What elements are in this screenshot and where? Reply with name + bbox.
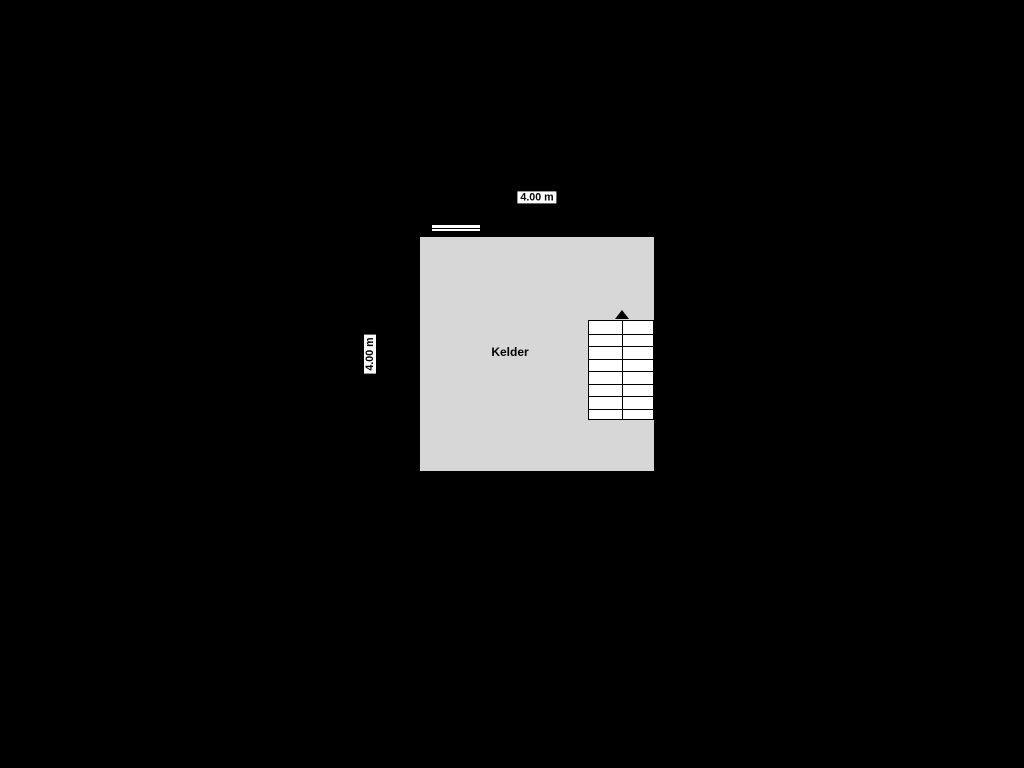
caption-line: ontleend. Maatvoering onder voorbehoud. — [408, 511, 666, 522]
caption-line: Aan deze tekening kunnen geen rechten wo… — [408, 500, 666, 511]
stair-tread — [589, 334, 653, 335]
stair-direction-arrow-icon — [615, 310, 629, 319]
floor-plan-stage: 4.00 m 4.00 m Kelder Aan deze tekening k… — [0, 0, 1024, 768]
stair-tread — [589, 371, 653, 372]
stair-tread — [589, 359, 653, 360]
dimension-arrowhead-icon — [367, 225, 373, 231]
caption: Aan deze tekening kunnen geen rechten wo… — [408, 500, 666, 522]
stair-center-rail — [622, 321, 623, 419]
window — [432, 224, 480, 232]
dimension-tick — [366, 483, 375, 484]
stair-tread — [589, 346, 653, 347]
dimension-arrowhead-icon — [367, 477, 373, 483]
room-label: Kelder — [491, 345, 528, 359]
stair-tread — [589, 384, 653, 385]
stairs — [588, 320, 654, 420]
dimension-label: 4.00 m — [364, 334, 376, 373]
stair-tread — [589, 409, 653, 410]
stair-tread — [589, 396, 653, 397]
